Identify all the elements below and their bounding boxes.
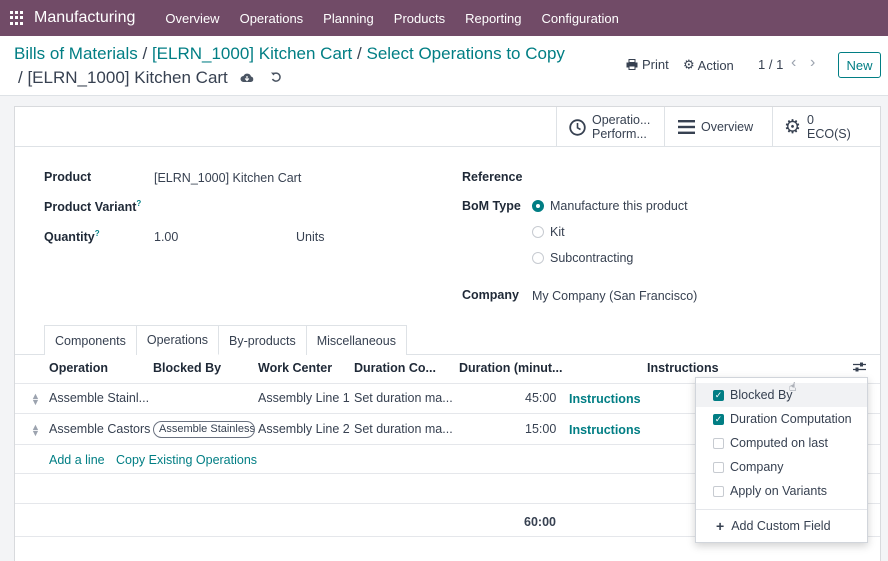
mouse-cursor-icon: ☝: [789, 380, 797, 394]
app-grid-icon[interactable]: [10, 11, 24, 25]
tab-components[interactable]: Components: [44, 325, 137, 355]
company-field[interactable]: My Company (San Francisco): [532, 289, 698, 303]
menu-overview[interactable]: Overview: [165, 10, 220, 26]
radio-manufacture[interactable]: Manufacture this product: [532, 199, 688, 213]
column-option-apply-on-variants[interactable]: Apply on Variants: [696, 479, 867, 503]
breadcrumb-bills-of-materials[interactable]: Bills of Materials: [14, 44, 138, 63]
tab-miscellaneous[interactable]: Miscellaneous: [306, 325, 407, 355]
chevron-left-icon[interactable]: ‹: [791, 54, 797, 71]
drag-handle-icon[interactable]: ▲ ▼: [31, 422, 40, 438]
quantity-label: Quantity?: [44, 229, 100, 245]
row-divider: [15, 473, 880, 474]
column-option-company[interactable]: Company: [696, 455, 867, 479]
optional-columns-dropdown: ✓ Blocked By ✓ Duration Computation Comp…: [695, 377, 868, 543]
menu-operations[interactable]: Operations: [239, 10, 304, 26]
control-panel: Bills of Materials / [ELRN_1000] Kitchen…: [0, 36, 888, 96]
row-divider: [15, 444, 880, 445]
notebook-tabs: Components Operations By-products Miscel…: [44, 325, 407, 355]
row1-duration[interactable]: 45:00: [525, 391, 557, 405]
column-toggle-icon[interactable]: [853, 361, 866, 376]
new-button[interactable]: New: [838, 52, 881, 78]
col-blocked-by[interactable]: Blocked By: [153, 361, 222, 375]
radio-empty-icon: [532, 226, 544, 238]
operations-performance-button[interactable]: Operatio... Perform...: [556, 107, 664, 147]
plus-icon: +: [716, 518, 725, 534]
drag-handle-icon[interactable]: ▲ ▼: [31, 391, 40, 407]
eco-button[interactable]: ⚙ 0 ECO(S): [772, 107, 880, 147]
app-name[interactable]: Manufacturing: [34, 9, 136, 26]
printer-icon: [626, 59, 638, 70]
breadcrumb-select-operations[interactable]: Select Operations to Copy: [366, 44, 565, 63]
col-work-center[interactable]: Work Center: [258, 361, 333, 375]
row2-duration[interactable]: 15:00: [525, 422, 557, 436]
row1-duration-computation[interactable]: Set duration ma...: [354, 391, 453, 405]
product-field[interactable]: [ELRN_1000] Kitchen Cart: [154, 171, 302, 185]
footer-divider: [15, 536, 880, 537]
tab-by-products[interactable]: By-products: [219, 325, 307, 355]
row1-operation[interactable]: Assemble Stainl...: [49, 391, 150, 405]
dropdown-divider: [696, 509, 867, 510]
checkbox-empty-icon: [713, 437, 724, 449]
radio-empty-icon: [532, 252, 544, 264]
col-duration[interactable]: Duration (minut...: [459, 361, 563, 375]
product-variant-label: Product Variant?: [44, 199, 142, 215]
add-line-link[interactable]: Add a line: [49, 453, 105, 467]
chevron-right-icon[interactable]: ›: [810, 54, 816, 71]
checkbox-empty-icon: [713, 485, 724, 497]
row1-work-center[interactable]: Assembly Line 1: [258, 391, 350, 405]
menu-planning[interactable]: Planning: [323, 10, 374, 26]
menu-reporting[interactable]: Reporting: [465, 10, 522, 26]
top-navbar: Manufacturing Overview Operations Planni…: [0, 0, 888, 36]
smart-buttons-row: Operatio... Perform... Overview ⚙ 0 ECO(…: [15, 107, 880, 147]
checkbox-checked-icon: ✓: [713, 389, 724, 401]
checkbox-empty-icon: [713, 461, 724, 473]
row-divider: [15, 413, 880, 414]
cloud-save-icon[interactable]: [240, 71, 254, 86]
row2-instructions-link[interactable]: Instructions: [569, 423, 641, 437]
action-button[interactable]: ⚙ Action: [683, 57, 734, 73]
column-option-blocked-by[interactable]: ✓ Blocked By: [696, 383, 867, 407]
column-option-duration-computation[interactable]: ✓ Duration Computation: [713, 412, 852, 426]
tabs-divider: [15, 354, 880, 355]
row2-work-center[interactable]: Assembly Line 2: [258, 422, 350, 436]
uom-field[interactable]: Units: [296, 230, 325, 244]
overview-button[interactable]: Overview: [664, 107, 772, 147]
clock-icon: [569, 118, 586, 136]
gears-icon: ⚙: [784, 116, 802, 138]
footer-divider: [15, 503, 880, 504]
column-option-computed-on-last[interactable]: Computed on last: [696, 431, 867, 455]
duration-total: 60:00: [524, 515, 556, 529]
breadcrumb: Bills of Materials / [ELRN_1000] Kitchen…: [14, 44, 565, 63]
discard-undo-icon[interactable]: [270, 71, 282, 86]
radio-kit[interactable]: Kit: [532, 225, 565, 239]
col-duration-computation[interactable]: Duration Co...: [354, 361, 436, 375]
radio-subcontracting[interactable]: Subcontracting: [532, 251, 633, 265]
copy-existing-operations-link[interactable]: Copy Existing Operations: [116, 453, 258, 467]
checkbox-checked-icon: ✓: [713, 413, 724, 425]
reference-label: Reference: [462, 170, 523, 184]
page-title: [ELRN_1000] Kitchen Cart: [27, 68, 228, 87]
pager-value[interactable]: 1 / 1: [758, 57, 784, 72]
col-instructions[interactable]: Instructions: [647, 361, 719, 375]
print-button[interactable]: Print: [626, 57, 669, 72]
company-label: Company: [462, 288, 519, 302]
quantity-field[interactable]: 1.00: [154, 230, 179, 244]
row2-operation[interactable]: Assemble Castors: [49, 422, 151, 436]
row2-duration-computation[interactable]: Set duration ma...: [354, 422, 453, 436]
tab-operations[interactable]: Operations: [136, 325, 220, 355]
list-icon: [678, 120, 695, 134]
breadcrumb-current: / [ELRN_1000] Kitchen Cart: [18, 68, 282, 88]
radio-selected-icon: [532, 200, 544, 212]
menu-configuration[interactable]: Configuration: [541, 10, 619, 26]
blocked-by-tag[interactable]: Assemble Stainless: [153, 421, 255, 438]
header-divider: [15, 383, 880, 384]
add-custom-field-button[interactable]: + Add Custom Field: [716, 518, 831, 534]
menu-products[interactable]: Products: [393, 10, 446, 26]
breadcrumb-kitchen-cart[interactable]: [ELRN_1000] Kitchen Cart: [151, 44, 353, 63]
gear-icon: ⚙: [683, 57, 695, 72]
bom-type-label: BoM Type: [462, 199, 521, 213]
row1-instructions-link[interactable]: Instructions: [569, 392, 641, 406]
col-operation[interactable]: Operation: [49, 361, 109, 375]
product-label: Product: [44, 170, 92, 184]
